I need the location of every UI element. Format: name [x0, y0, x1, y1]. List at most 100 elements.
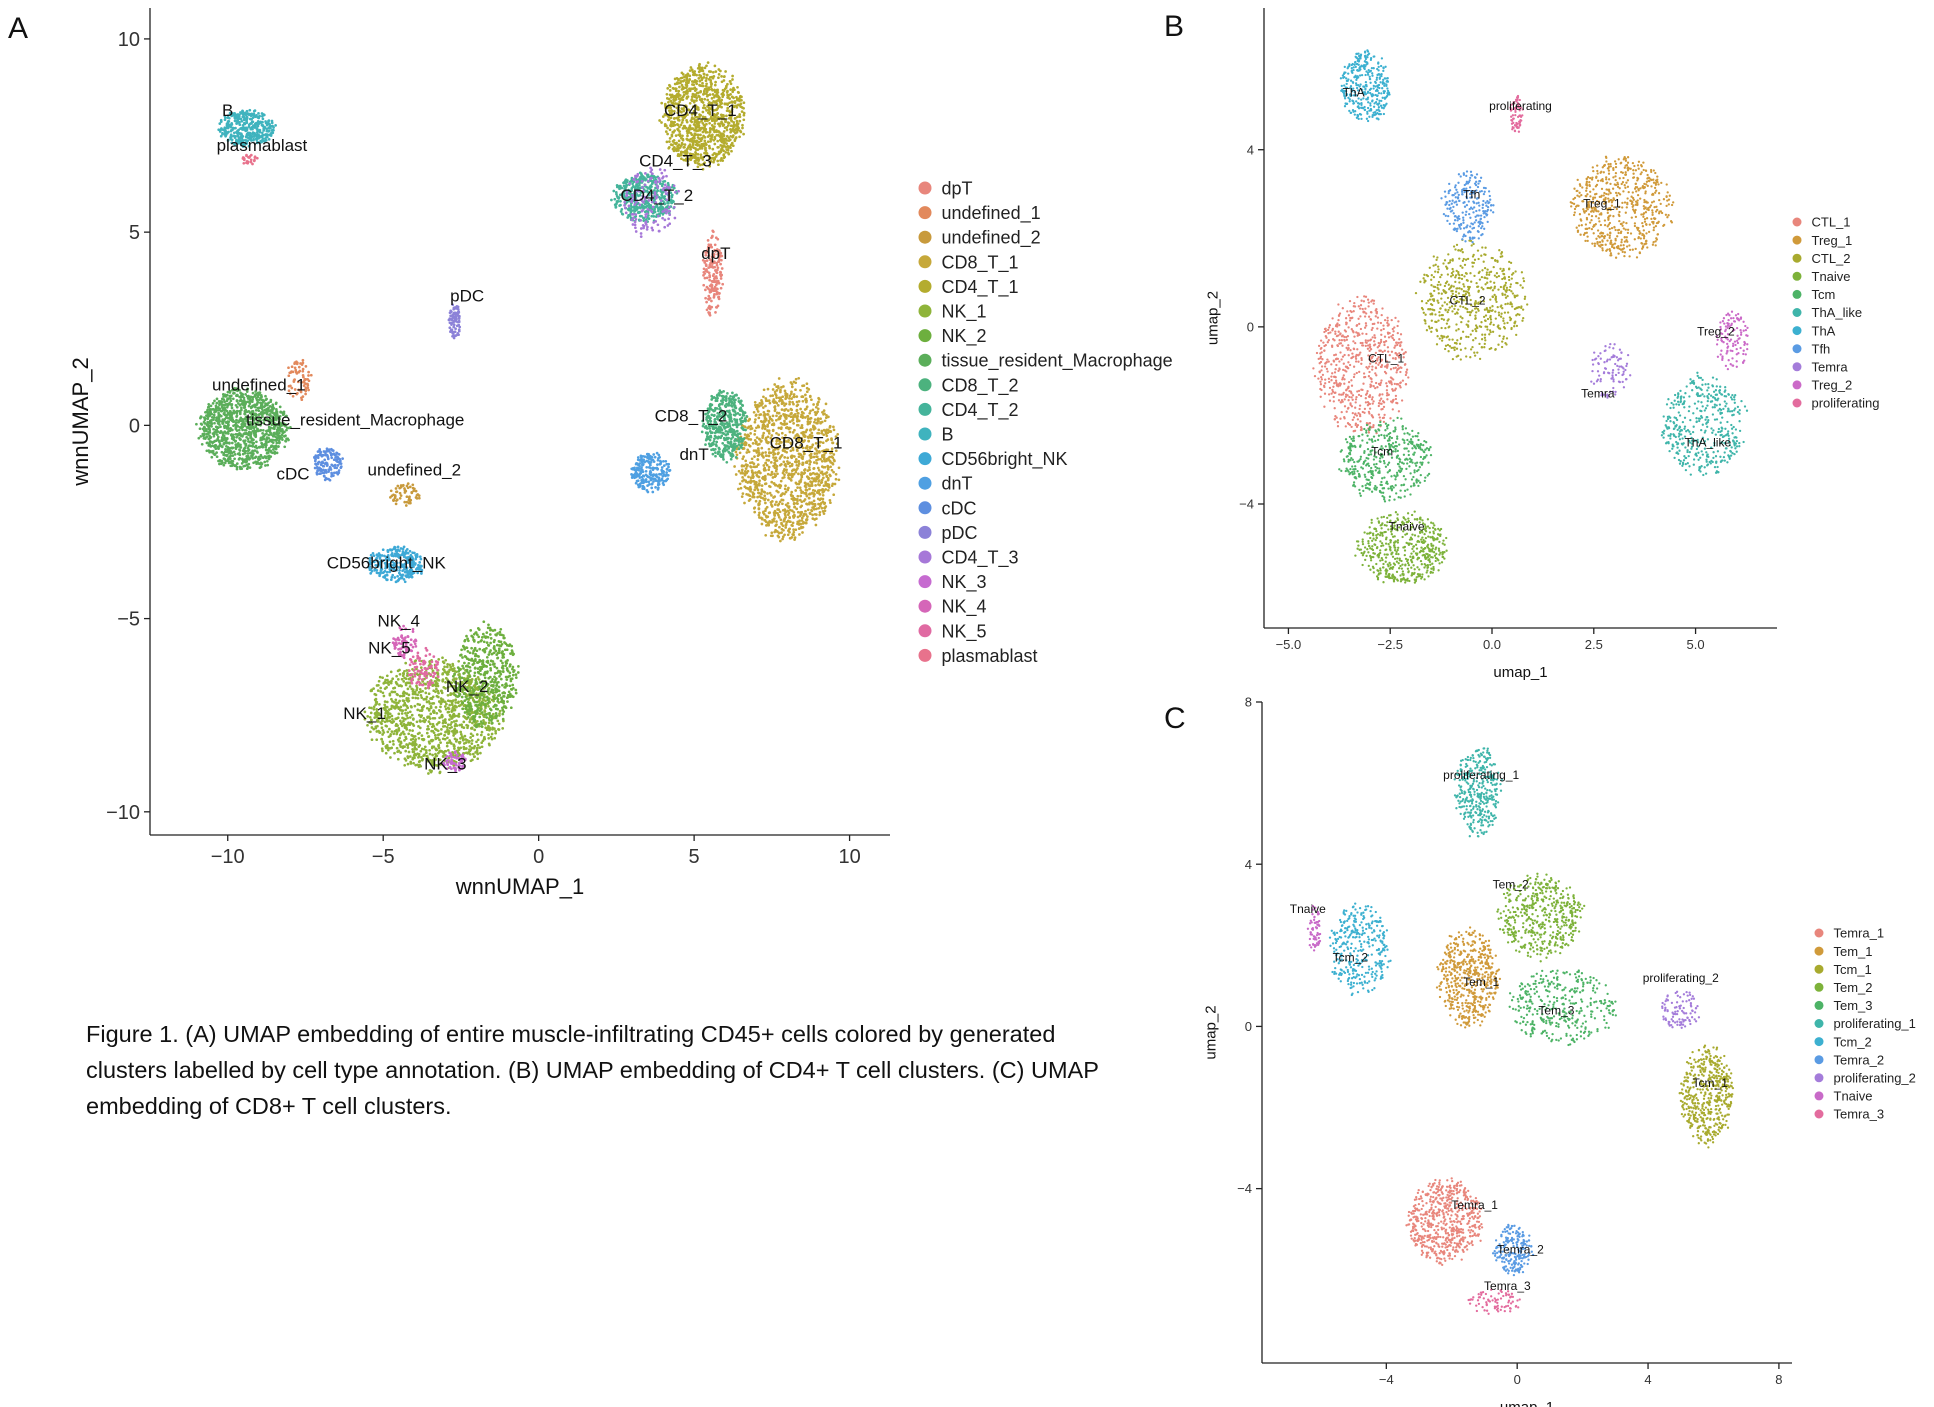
data-point — [490, 732, 494, 736]
data-point — [459, 737, 462, 740]
data-point — [478, 696, 482, 700]
data-point — [471, 663, 475, 666]
data-point — [395, 490, 399, 494]
data-point — [832, 493, 836, 497]
data-point — [742, 113, 746, 117]
data-point — [468, 748, 471, 751]
data-point — [384, 751, 388, 755]
data-point — [447, 710, 451, 714]
data-point — [381, 749, 384, 753]
data-point — [424, 687, 427, 690]
data-point — [405, 728, 409, 731]
data-point — [455, 719, 458, 723]
data-point — [380, 726, 384, 730]
data-point — [793, 498, 797, 501]
data-point — [703, 97, 707, 101]
data-point — [706, 61, 710, 64]
data-point — [301, 358, 305, 362]
data-point — [512, 669, 516, 672]
data-point — [264, 448, 268, 452]
data-point — [437, 691, 440, 695]
data-point — [792, 510, 796, 514]
data-point — [505, 668, 509, 672]
data-point — [710, 258, 713, 262]
data-point — [389, 670, 393, 674]
data-point — [465, 704, 468, 708]
data-point — [780, 521, 783, 525]
data-point — [290, 365, 294, 369]
data-point — [795, 416, 799, 420]
data-point — [755, 473, 759, 477]
data-point — [714, 155, 718, 158]
data-point — [779, 390, 782, 394]
data-point — [233, 457, 236, 461]
data-point — [777, 516, 781, 519]
data-point — [705, 259, 709, 262]
data-point — [499, 700, 503, 704]
data-point — [784, 526, 788, 529]
data-point — [731, 78, 734, 81]
data-point — [721, 282, 725, 286]
data-point — [764, 404, 767, 408]
data-point — [833, 482, 837, 486]
data-point — [832, 428, 836, 432]
data-point — [381, 691, 385, 695]
data-point — [820, 459, 824, 463]
data-point — [719, 277, 723, 280]
data-point — [388, 692, 392, 696]
data-point — [746, 469, 750, 473]
data-point — [398, 672, 402, 676]
data-point — [769, 461, 773, 464]
data-point — [786, 409, 790, 412]
data-point — [374, 693, 378, 697]
data-point — [714, 275, 718, 278]
data-point — [716, 266, 720, 270]
data-point — [820, 506, 824, 510]
cluster-CD8_T_1 — [733, 376, 841, 543]
data-point — [489, 714, 493, 718]
data-point — [451, 706, 455, 710]
data-point — [689, 147, 692, 151]
data-point — [382, 694, 386, 698]
data-point — [302, 375, 305, 379]
data-point — [437, 744, 440, 748]
data-point — [453, 669, 456, 673]
data-point — [300, 381, 303, 384]
data-point — [749, 476, 753, 480]
data-point — [677, 146, 681, 150]
data-point — [482, 673, 486, 676]
data-point — [374, 700, 378, 704]
data-point — [402, 704, 405, 707]
data-point — [754, 499, 758, 503]
data-point — [213, 421, 216, 425]
data-point — [706, 245, 710, 249]
data-point — [797, 459, 801, 463]
data-point — [800, 395, 804, 399]
data-point — [469, 669, 472, 673]
data-point — [688, 126, 692, 129]
data-point — [399, 751, 402, 754]
data-point — [763, 491, 767, 494]
data-point — [769, 473, 772, 477]
data-point — [705, 82, 708, 86]
data-point — [499, 670, 502, 673]
data-point — [705, 285, 709, 289]
data-point — [748, 444, 752, 448]
data-point — [503, 648, 507, 652]
data-point — [204, 416, 207, 420]
data-point — [471, 636, 475, 639]
data-point — [695, 126, 699, 129]
data-point — [700, 76, 704, 80]
data-point — [411, 690, 415, 693]
data-point — [701, 121, 705, 125]
data-point — [412, 724, 416, 727]
data-point — [664, 130, 668, 133]
data-point — [790, 382, 794, 386]
data-point — [755, 407, 759, 411]
data-point — [793, 514, 796, 518]
data-point — [717, 295, 721, 299]
data-point — [712, 255, 716, 258]
data-point — [798, 519, 801, 523]
data-point — [797, 472, 800, 476]
data-point — [488, 743, 491, 747]
